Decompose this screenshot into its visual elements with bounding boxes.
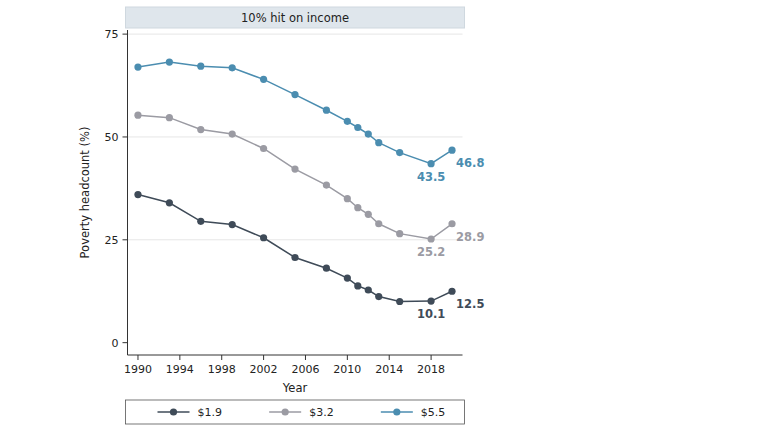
- point: [396, 230, 403, 237]
- x-tick: [221, 355, 222, 360]
- x-tick: [431, 355, 432, 360]
- point: [134, 191, 141, 198]
- legend-marker: [170, 408, 177, 415]
- point: [375, 293, 382, 300]
- grid-line: [128, 34, 463, 35]
- point: [229, 64, 236, 71]
- x-tick: [389, 355, 390, 360]
- point: [427, 235, 434, 242]
- y-tick: [123, 239, 128, 240]
- series-line: [138, 62, 452, 164]
- x-tick: [347, 355, 348, 360]
- legend-marker: [282, 408, 289, 415]
- x-tick: [263, 355, 264, 360]
- series-line: [138, 115, 452, 239]
- point: [197, 126, 204, 133]
- x-tick-label: 2018: [417, 363, 445, 376]
- point: [448, 288, 455, 295]
- point: [354, 282, 361, 289]
- legend-label: $3.2: [309, 406, 334, 419]
- chart-root: 10% hit on income 0 25 50 75 1990 1994 1998 2002…: [0, 0, 780, 440]
- point: [323, 265, 330, 272]
- x-axis: [128, 355, 463, 356]
- point: [375, 139, 382, 146]
- data-label: 43.5: [417, 170, 445, 184]
- legend-marker: [393, 408, 400, 415]
- x-tick-label: 2014: [375, 363, 403, 376]
- point: [354, 204, 361, 211]
- point: [354, 124, 361, 131]
- x-axis-title: Year: [282, 381, 308, 395]
- point: [166, 114, 173, 121]
- chart-svg: 10% hit on income 0 25 50 75 1990 1994 1998 2002…: [0, 0, 780, 440]
- x-tick: [137, 355, 138, 360]
- data-label: 46.8: [456, 156, 484, 170]
- grid-line: [128, 239, 463, 240]
- point: [323, 107, 330, 114]
- y-tick: [123, 136, 128, 137]
- legend: $1.9 $3.2 $5.5: [126, 400, 465, 424]
- point: [448, 220, 455, 227]
- point: [344, 118, 351, 125]
- y-axis-title: Poverty headcount (%): [78, 127, 92, 259]
- point: [291, 91, 298, 98]
- point: [229, 221, 236, 228]
- point: [291, 165, 298, 172]
- point: [197, 218, 204, 225]
- x-tick: [179, 355, 180, 360]
- point: [365, 130, 372, 137]
- y-tick: [123, 342, 128, 343]
- point: [323, 181, 330, 188]
- point: [375, 220, 382, 227]
- x-tick-label: 2002: [250, 363, 278, 376]
- point: [166, 58, 173, 65]
- header-strip: [126, 7, 465, 28]
- point: [344, 274, 351, 281]
- x-tick-label: 1994: [166, 363, 194, 376]
- x-tick-label: 2010: [333, 363, 361, 376]
- x-tick-label: 1990: [124, 363, 152, 376]
- point: [291, 254, 298, 261]
- point: [448, 147, 455, 154]
- legend-label: $5.5: [421, 406, 446, 419]
- y-tick-label: 25: [105, 234, 119, 247]
- y-tick-label: 75: [105, 28, 119, 41]
- data-label: 12.5: [456, 297, 484, 311]
- y-tick: [123, 34, 128, 35]
- y-tick-label: 0: [112, 337, 119, 350]
- x-tick-label: 2006: [291, 363, 319, 376]
- data-label: 28.9: [456, 230, 484, 244]
- y-axis: [127, 30, 128, 355]
- point: [260, 76, 267, 83]
- legend-box: [126, 400, 465, 424]
- grid-line: [128, 136, 463, 137]
- plot-marks: [134, 58, 455, 305]
- point: [396, 298, 403, 305]
- data-label: 25.2: [417, 245, 445, 259]
- point: [396, 149, 403, 156]
- x-tick: [305, 355, 306, 360]
- data-label: 10.1: [417, 307, 445, 321]
- point: [134, 63, 141, 70]
- point: [427, 160, 434, 167]
- point: [344, 195, 351, 202]
- point: [427, 298, 434, 305]
- point: [365, 211, 372, 218]
- title: 10% hit on income: [241, 11, 349, 25]
- point: [166, 199, 173, 206]
- y-tick-label: 50: [105, 131, 119, 144]
- legend-label: $1.9: [198, 406, 223, 419]
- point: [260, 234, 267, 241]
- data-labels: 10.1 12.5 25.2 28.9 43.5 46.8: [417, 156, 485, 321]
- series-line: [138, 195, 452, 302]
- point: [134, 112, 141, 119]
- point: [365, 286, 372, 293]
- point: [197, 63, 204, 70]
- x-tick-label: 1998: [208, 363, 236, 376]
- point: [260, 145, 267, 152]
- point: [229, 130, 236, 137]
